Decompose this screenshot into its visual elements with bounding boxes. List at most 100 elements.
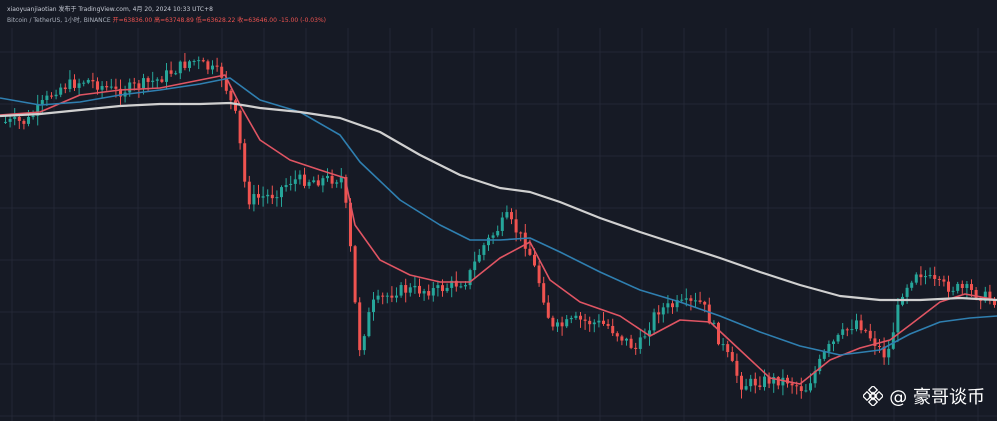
candle-body (215, 65, 219, 67)
candle-body (238, 110, 242, 144)
candle-body (597, 320, 601, 323)
candle-body (933, 275, 937, 279)
candle-body (36, 104, 40, 116)
candle-body (436, 285, 440, 289)
candle-body (326, 175, 329, 179)
candle-body (528, 248, 532, 255)
candle-body (864, 330, 868, 332)
candle-body (638, 337, 642, 349)
candle-body (680, 299, 684, 301)
candle-body (459, 286, 463, 288)
candle-body (625, 338, 628, 341)
candle-body (408, 287, 412, 293)
symbol-ohlc-line: Bitcoin / TetherUS, 1小时, BINANCE 开=63836… (7, 15, 326, 24)
candle-body (344, 177, 348, 203)
candle-body (137, 83, 141, 89)
candle-body (832, 341, 835, 345)
candle-body (206, 61, 210, 70)
candle-body (385, 295, 389, 297)
candle-body (689, 298, 693, 301)
candle-body (629, 338, 633, 348)
candle-body (574, 315, 578, 318)
candle-body (615, 333, 619, 337)
candle-body (956, 283, 960, 291)
candle-body (740, 375, 743, 390)
candle-body (491, 235, 495, 238)
candle-body (684, 298, 688, 300)
candle-body (924, 276, 927, 278)
candle-body (303, 174, 306, 186)
candle-body (27, 117, 30, 124)
ohlc-values: 开=63836.00 高=63748.89 低=63628.22 收=63646… (112, 17, 326, 24)
candle-body (312, 180, 316, 183)
candle-body (928, 275, 932, 277)
candle-body (174, 73, 178, 75)
candle-body (261, 196, 265, 198)
candle-body (362, 336, 366, 351)
candle-body (767, 376, 771, 384)
candle-body (335, 182, 339, 184)
candle-body (565, 319, 569, 327)
candle-body (799, 386, 803, 392)
candle-body (321, 178, 325, 186)
candle-body (86, 79, 90, 83)
candle-body (730, 352, 734, 361)
candle-body (192, 60, 196, 62)
candle-body (13, 116, 17, 119)
candle-body (339, 177, 343, 183)
candle-body (229, 90, 233, 101)
candle-body (183, 61, 187, 68)
candle-body (500, 217, 504, 231)
candle-body (643, 336, 647, 338)
candle-body (100, 86, 104, 90)
candle-body (988, 291, 992, 300)
candle-body (845, 329, 849, 331)
candle-body (349, 202, 352, 247)
candle-body (523, 232, 527, 249)
candle-body (703, 301, 707, 305)
candle-body (887, 348, 891, 358)
candle-body (873, 338, 877, 346)
candle-body (735, 360, 739, 376)
candle-body (367, 312, 371, 337)
candle-body (289, 183, 293, 186)
candle-body (827, 344, 831, 352)
candle-body (82, 82, 86, 84)
watermark-text: @ 豪哥谈币 (889, 387, 985, 408)
candle-body (252, 194, 256, 205)
candle-body (882, 346, 886, 358)
candle-body (505, 212, 509, 218)
candle-body (855, 320, 858, 330)
candle-body (413, 285, 417, 288)
candle-body (473, 261, 477, 271)
candle-body (316, 180, 320, 186)
candle-body (919, 274, 923, 278)
candle-body (533, 254, 536, 266)
candle-body (809, 383, 812, 391)
candle-body (813, 371, 817, 384)
candle-body (790, 383, 794, 386)
candle-body (496, 230, 500, 236)
candle-body (744, 386, 748, 390)
candle-body (841, 329, 845, 335)
candle-body (178, 61, 182, 74)
candle-body (942, 279, 946, 282)
candle-body (284, 185, 288, 188)
candle-body (165, 70, 168, 82)
candle-body (634, 347, 638, 349)
candle-body (510, 212, 513, 220)
candle-body (247, 181, 251, 205)
candle-body (666, 303, 670, 308)
candle-body (257, 194, 260, 198)
candle-body (132, 82, 136, 84)
candle-body (983, 291, 987, 301)
candle-body (307, 182, 311, 186)
symbol-label: Bitcoin / TetherUS, 1小时, BINANCE (7, 17, 111, 24)
candle-body (648, 330, 651, 337)
candle-body (749, 378, 753, 387)
candle-body (422, 291, 426, 294)
candle-body (960, 283, 964, 289)
candle-body (611, 325, 615, 334)
